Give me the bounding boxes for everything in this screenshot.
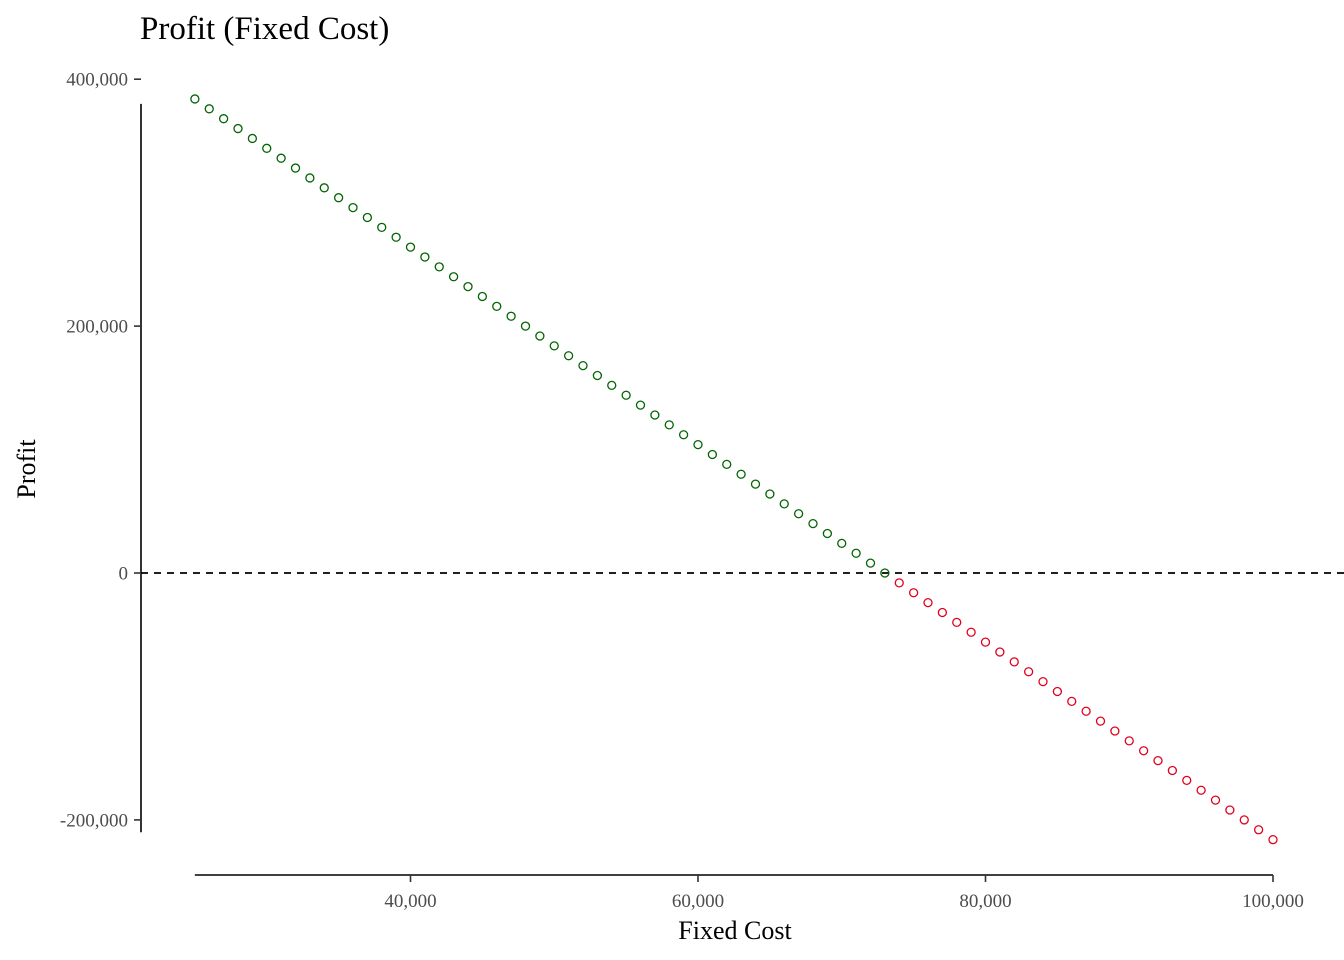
data-point [305, 173, 315, 183]
data-point [290, 163, 301, 173]
data-point [707, 449, 718, 460]
x-tick-label: 60,000 [672, 891, 724, 912]
data-point [1124, 736, 1134, 746]
data-point [463, 281, 473, 292]
data-point [966, 627, 976, 637]
x-tick-label: 40,000 [384, 891, 436, 912]
data-point [218, 114, 229, 124]
data-point [1095, 716, 1106, 726]
data-point [549, 341, 559, 351]
y-axis-ticks: 400,000 200,000 0 -200,000 [60, 70, 141, 831]
data-point [779, 499, 789, 509]
y-axis-title: Profit [12, 439, 41, 499]
data-point [448, 272, 459, 282]
data-point [995, 647, 1005, 657]
data-point [1167, 765, 1178, 776]
x-tick-label: 80,000 [959, 891, 1011, 912]
data-point [247, 133, 258, 144]
data-point [865, 558, 876, 568]
data-point [233, 123, 243, 134]
data-point [793, 509, 804, 519]
data-point [908, 588, 919, 598]
x-tick-label: 100,000 [1242, 891, 1304, 912]
chart-title: Profit (Fixed Cost) [140, 11, 389, 47]
data-point [837, 538, 847, 549]
data-point [635, 400, 646, 410]
data-point [434, 262, 444, 272]
y-tick-label: -200,000 [60, 810, 128, 831]
data-point [1023, 667, 1034, 677]
data-point [333, 193, 344, 203]
data-point [1009, 657, 1019, 667]
data-point [980, 637, 991, 647]
data-point [477, 291, 488, 302]
data-point [420, 252, 430, 262]
data-point [1253, 825, 1264, 835]
data-point [693, 439, 703, 450]
data-point [391, 232, 401, 242]
data-point [1153, 755, 1163, 766]
data-point [822, 528, 833, 539]
data-point [1081, 706, 1091, 716]
data-point [1038, 676, 1048, 687]
data-point [520, 321, 531, 331]
data-point [204, 104, 214, 114]
data-point [563, 351, 574, 361]
data-point [736, 469, 746, 479]
data-point [1110, 726, 1120, 736]
data-point [1182, 775, 1192, 786]
data-point [1210, 795, 1221, 805]
data-point [664, 420, 674, 430]
data-point [262, 143, 272, 153]
data-points [190, 94, 1278, 845]
x-axis-title: Fixed Cost [678, 916, 792, 945]
data-point [319, 183, 329, 193]
data-point [937, 607, 948, 618]
data-point [362, 212, 373, 223]
data-point [1268, 835, 1278, 845]
data-point [1225, 805, 1235, 815]
data-point [621, 390, 631, 400]
data-point [1239, 815, 1249, 825]
y-tick-label: 400,000 [66, 70, 128, 91]
data-point [405, 242, 416, 252]
data-point [851, 548, 861, 558]
data-point [276, 153, 286, 163]
data-point [578, 360, 588, 371]
data-point [765, 489, 775, 499]
data-point [808, 518, 818, 529]
data-point [607, 380, 617, 391]
data-point [1052, 686, 1063, 697]
data-point [650, 410, 660, 420]
data-point [592, 370, 603, 381]
data-point [894, 578, 904, 588]
data-point [492, 301, 502, 311]
y-tick-label: 0 [119, 564, 129, 585]
data-point [678, 430, 689, 440]
data-point [952, 617, 962, 628]
data-point [722, 459, 732, 470]
data-point [535, 331, 545, 341]
data-point [880, 568, 890, 578]
y-tick-label: 200,000 [66, 317, 128, 338]
data-point [377, 222, 387, 232]
data-point [750, 479, 761, 489]
x-axis-ticks: 40,000 60,000 80,000 100,000 [384, 875, 1304, 912]
data-point [1067, 696, 1077, 707]
data-point [1138, 746, 1149, 756]
data-point [190, 94, 200, 104]
data-point [348, 202, 358, 213]
data-point [506, 311, 516, 321]
data-point [1196, 785, 1206, 795]
data-point [923, 597, 933, 608]
